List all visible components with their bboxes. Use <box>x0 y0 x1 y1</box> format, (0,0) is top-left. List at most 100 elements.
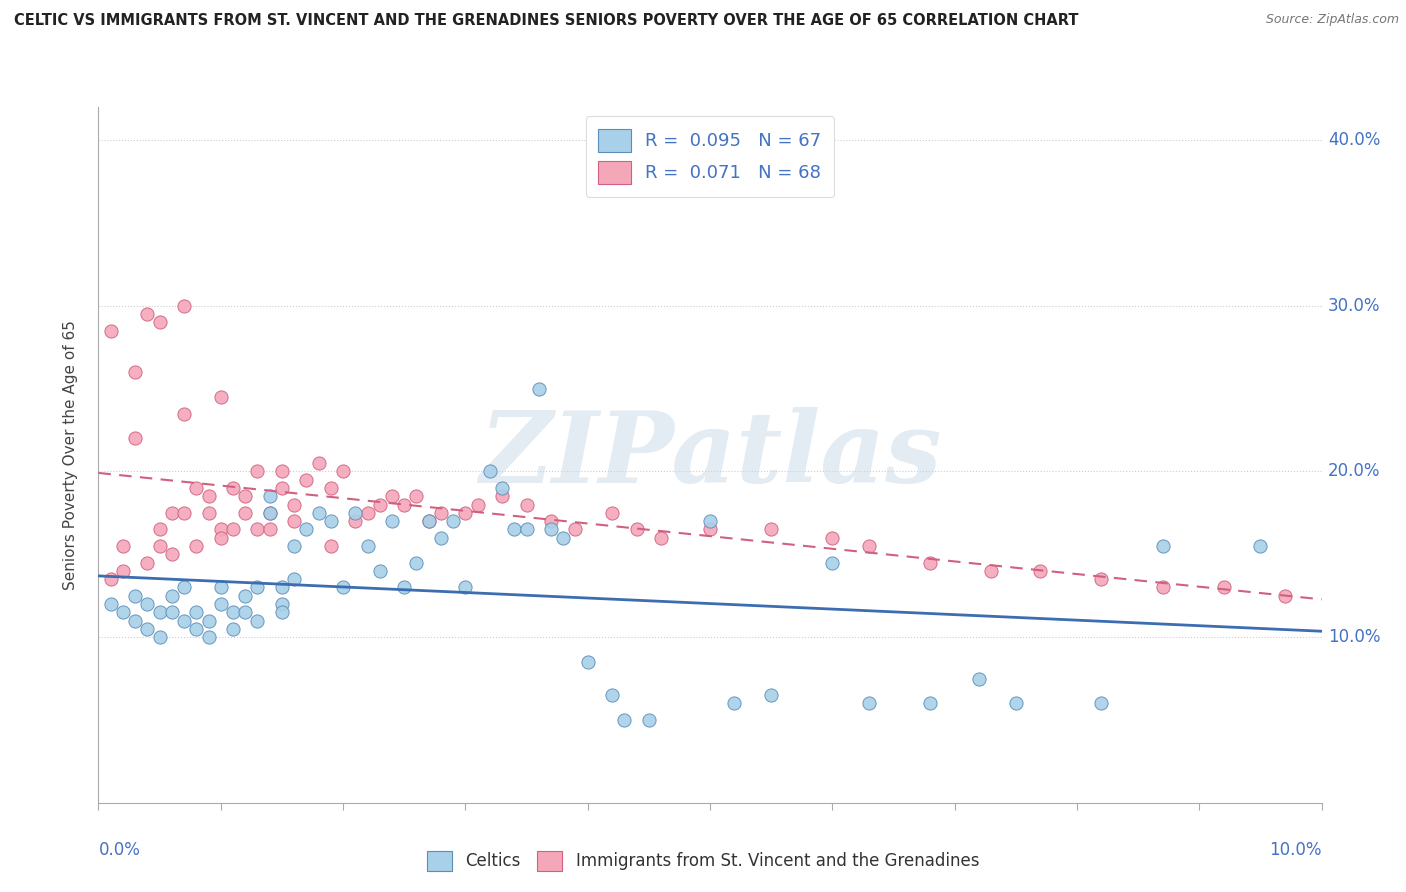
Legend: R =  0.095   N = 67, R =  0.071   N = 68: R = 0.095 N = 67, R = 0.071 N = 68 <box>586 116 834 197</box>
Y-axis label: Seniors Poverty Over the Age of 65: Seniors Poverty Over the Age of 65 <box>63 320 77 590</box>
Point <box>723 697 745 711</box>
Point <box>491 481 513 495</box>
Point <box>259 523 281 537</box>
Point <box>197 614 219 628</box>
Point <box>186 622 208 636</box>
Point <box>173 614 195 628</box>
Point <box>858 697 880 711</box>
Point <box>209 597 232 611</box>
Point <box>650 531 672 545</box>
Point <box>111 539 134 553</box>
Text: 0.0%: 0.0% <box>98 841 141 859</box>
Point <box>111 605 134 619</box>
Point <box>149 315 172 329</box>
Point <box>270 481 292 495</box>
Point <box>295 473 318 487</box>
Point <box>491 489 513 503</box>
Point <box>821 556 844 570</box>
Text: CELTIC VS IMMIGRANTS FROM ST. VINCENT AND THE GRENADINES SENIORS POVERTY OVER TH: CELTIC VS IMMIGRANTS FROM ST. VINCENT AN… <box>14 13 1078 29</box>
Point <box>368 498 391 512</box>
Point <box>246 614 269 628</box>
Point <box>980 564 1002 578</box>
Point <box>186 605 208 619</box>
Point <box>186 539 208 553</box>
Point <box>821 531 844 545</box>
Point <box>173 299 195 313</box>
Point <box>467 498 489 512</box>
Point <box>222 523 245 537</box>
Point <box>149 539 172 553</box>
Point <box>111 564 134 578</box>
Point <box>699 514 721 528</box>
Point <box>356 506 378 520</box>
Point <box>626 523 648 537</box>
Text: 10.0%: 10.0% <box>1270 841 1322 859</box>
Point <box>160 506 183 520</box>
Point <box>270 605 292 619</box>
Point <box>283 514 305 528</box>
Point <box>308 456 330 470</box>
Point <box>418 514 440 528</box>
Point <box>283 572 305 586</box>
Point <box>1152 539 1174 553</box>
Point <box>699 523 721 537</box>
Point <box>392 498 416 512</box>
Point <box>637 713 661 727</box>
Point <box>160 589 183 603</box>
Point <box>197 506 219 520</box>
Point <box>209 531 232 545</box>
Point <box>1090 697 1112 711</box>
Point <box>197 489 219 503</box>
Point <box>233 605 256 619</box>
Point <box>332 465 354 479</box>
Point <box>283 539 305 553</box>
Point <box>368 564 391 578</box>
Point <box>920 556 942 570</box>
Point <box>1249 539 1271 553</box>
Point <box>332 581 354 595</box>
Point <box>540 514 562 528</box>
Point <box>759 523 782 537</box>
Point <box>259 489 281 503</box>
Point <box>759 688 782 702</box>
Point <box>136 597 159 611</box>
Point <box>308 506 330 520</box>
Point <box>858 539 880 553</box>
Point <box>233 489 256 503</box>
Point <box>124 365 146 379</box>
Point <box>270 597 292 611</box>
Point <box>246 465 269 479</box>
Point <box>576 655 599 669</box>
Point <box>270 465 292 479</box>
Point <box>405 556 427 570</box>
Point <box>209 523 232 537</box>
Point <box>319 514 342 528</box>
Point <box>1004 697 1026 711</box>
Point <box>259 506 281 520</box>
Point <box>149 523 172 537</box>
Point <box>259 506 281 520</box>
Point <box>124 614 146 628</box>
Point <box>540 523 562 537</box>
Point <box>209 581 232 595</box>
Point <box>1152 581 1174 595</box>
Point <box>319 539 342 553</box>
Point <box>136 622 159 636</box>
Point <box>1090 572 1112 586</box>
Point <box>600 506 623 520</box>
Point <box>503 523 526 537</box>
Point <box>136 556 159 570</box>
Text: 30.0%: 30.0% <box>1327 297 1381 315</box>
Point <box>1029 564 1052 578</box>
Point <box>149 605 172 619</box>
Point <box>392 581 416 595</box>
Point <box>516 523 538 537</box>
Point <box>430 531 453 545</box>
Point <box>246 523 269 537</box>
Point <box>100 572 122 586</box>
Point <box>516 498 538 512</box>
Point <box>197 630 219 644</box>
Point <box>920 697 942 711</box>
Legend: Celtics, Immigrants from St. Vincent and the Grenadines: Celtics, Immigrants from St. Vincent and… <box>419 842 987 880</box>
Text: ZIPatlas: ZIPatlas <box>479 407 941 503</box>
